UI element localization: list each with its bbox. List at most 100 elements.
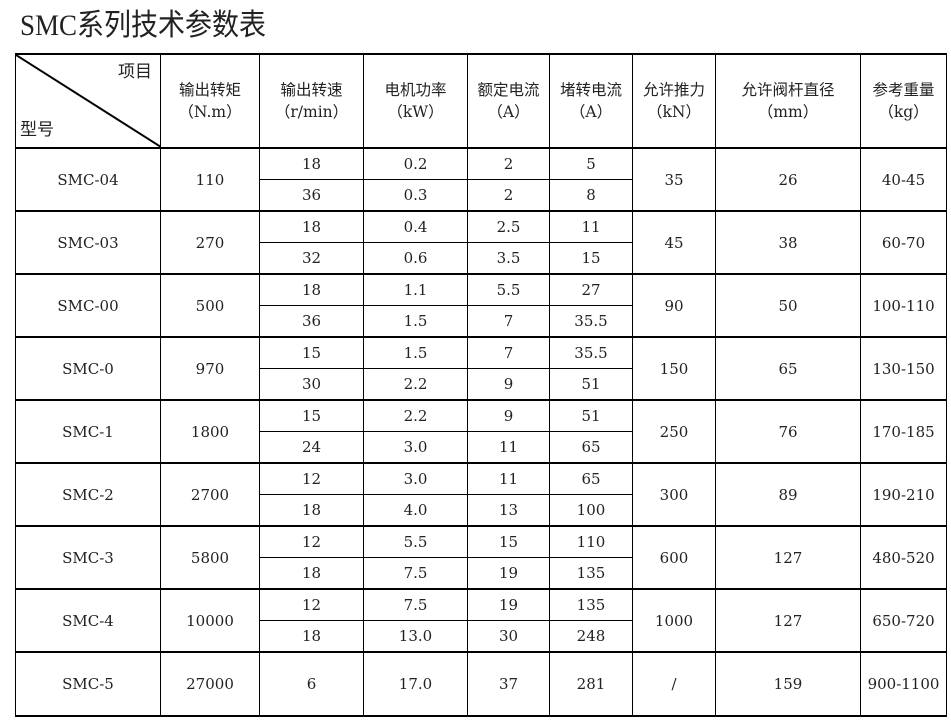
power-cell: 2.2	[363, 399, 468, 432]
table-row: 18 4.0 13 100	[16, 494, 947, 527]
rated-current-cell: 30	[467, 620, 550, 653]
column-header: 输出转速 （r/min）	[259, 53, 364, 149]
torque-cell: 270	[160, 210, 260, 275]
stall-current-cell: 65	[549, 462, 633, 495]
torque-cell: 1800	[160, 399, 260, 464]
power-cell: 13.0	[363, 620, 468, 653]
column-name: 电机功率	[384, 81, 447, 99]
weight-cell: 40-45	[860, 147, 947, 212]
rated-current-cell: 9	[467, 368, 550, 401]
rated-current-cell: 19	[467, 588, 550, 621]
torque-cell: 970	[160, 336, 260, 401]
column-unit: （kW）	[387, 103, 444, 121]
speed-cell: 12	[259, 462, 364, 495]
rated-current-cell: 2	[467, 147, 550, 180]
column-unit: （mm）	[757, 103, 819, 121]
model-cell: SMC-00	[15, 273, 161, 338]
table-row: 30 2.2 9 51	[16, 368, 947, 401]
table-row: 18 7.5 19 135	[16, 557, 947, 590]
table-row: 36 1.5 7 35.5	[16, 305, 947, 338]
column-name: 额定电流	[477, 81, 540, 99]
stall-current-cell: 35.5	[549, 336, 633, 369]
rated-current-cell: 7	[467, 336, 550, 369]
thrust-cell: 300	[632, 462, 716, 527]
table-row: SMC-04 110 18 0.2 2 5 35 26 40-45	[15, 147, 947, 212]
corner-bottom-label: 型号	[20, 120, 54, 140]
power-cell: 0.6	[363, 242, 468, 275]
speed-cell: 36	[259, 305, 364, 338]
power-cell: 0.3	[363, 179, 468, 212]
rated-current-cell: 2	[467, 179, 550, 212]
stem-diameter-cell: 76	[715, 399, 861, 464]
speed-cell: 24	[259, 431, 364, 464]
table-row: SMC-3 5800 12 5.5 15 110 600 127 480-520	[15, 525, 947, 590]
stall-current-cell: 100	[549, 494, 633, 527]
table-row: SMC-2 2700 12 3.0 11 65 300 89 190-210	[15, 462, 947, 527]
table-row: SMC-1 1800 15 2.2 9 51 250 76 170-185	[15, 399, 947, 464]
speed-cell: 12	[259, 525, 364, 558]
weight-cell: 130-150	[860, 336, 947, 401]
stem-diameter-cell: 159	[715, 651, 861, 717]
speed-cell: 18	[259, 273, 364, 306]
power-cell: 3.0	[363, 462, 468, 495]
speed-cell: 12	[259, 588, 364, 621]
column-unit: （r/min）	[274, 103, 349, 121]
torque-cell: 500	[160, 273, 260, 338]
weight-cell: 60-70	[860, 210, 947, 275]
speed-cell: 30	[259, 368, 364, 401]
spec-table: 项目 型号 输出转矩 （N.m） 输出转速 （r/min） 电机功率 （kW） 额定电流 （A…	[15, 53, 947, 717]
power-cell: 3.0	[363, 431, 468, 464]
power-cell: 17.0	[363, 651, 468, 717]
torque-cell: 110	[160, 147, 260, 212]
column-header: 额定电流 （A）	[467, 53, 550, 149]
stall-current-cell: 248	[549, 620, 633, 653]
table-row: 24 3.0 11 65	[16, 431, 947, 464]
table-row: SMC-4 10000 12 7.5 19 135 1000 127 650-720	[15, 588, 947, 653]
rated-current-cell: 11	[467, 431, 550, 464]
thrust-cell: 1000	[632, 588, 716, 653]
torque-cell: 2700	[160, 462, 260, 527]
model-cell: SMC-1	[15, 399, 161, 464]
stem-diameter-cell: 65	[715, 336, 861, 401]
speed-cell: 18	[259, 494, 364, 527]
rated-current-cell: 7	[467, 305, 550, 338]
stall-current-cell: 135	[549, 588, 633, 621]
stall-current-cell: 11	[549, 210, 633, 243]
stall-current-cell: 15	[549, 242, 633, 275]
column-unit: （N.m）	[178, 103, 242, 121]
model-cell: SMC-5	[15, 651, 161, 717]
speed-cell: 36	[259, 179, 364, 212]
column-header: 允许阀杆直径 （mm）	[715, 53, 861, 149]
table-row: 18 13.0 30 248	[16, 620, 947, 653]
speed-cell: 18	[259, 557, 364, 590]
thrust-cell: 35	[632, 147, 716, 212]
thrust-cell: 250	[632, 399, 716, 464]
power-cell: 0.4	[363, 210, 468, 243]
column-unit: （A）	[569, 103, 613, 121]
rated-current-cell: 13	[467, 494, 550, 527]
thrust-cell: /	[632, 651, 716, 717]
stall-current-cell: 281	[549, 651, 633, 717]
stem-diameter-cell: 26	[715, 147, 861, 212]
thrust-cell: 90	[632, 273, 716, 338]
model-cell: SMC-2	[15, 462, 161, 527]
stall-current-cell: 27	[549, 273, 633, 306]
stall-current-cell: 35.5	[549, 305, 633, 338]
stem-diameter-cell: 127	[715, 525, 861, 590]
thrust-cell: 45	[632, 210, 716, 275]
speed-cell: 15	[259, 399, 364, 432]
column-header: 参考重量 （kg）	[860, 53, 947, 149]
power-cell: 1.5	[363, 336, 468, 369]
stem-diameter-cell: 127	[715, 588, 861, 653]
stall-current-cell: 8	[549, 179, 633, 212]
stall-current-cell: 51	[549, 368, 633, 401]
rated-current-cell: 37	[467, 651, 550, 717]
rated-current-cell: 5.5	[467, 273, 550, 306]
stall-current-cell: 5	[549, 147, 633, 180]
thrust-cell: 150	[632, 336, 716, 401]
rated-current-cell: 2.5	[467, 210, 550, 243]
column-name: 允许推力	[642, 81, 705, 99]
rated-current-cell: 9	[467, 399, 550, 432]
weight-cell: 480-520	[860, 525, 947, 590]
column-name: 允许阀杆直径	[741, 81, 835, 99]
